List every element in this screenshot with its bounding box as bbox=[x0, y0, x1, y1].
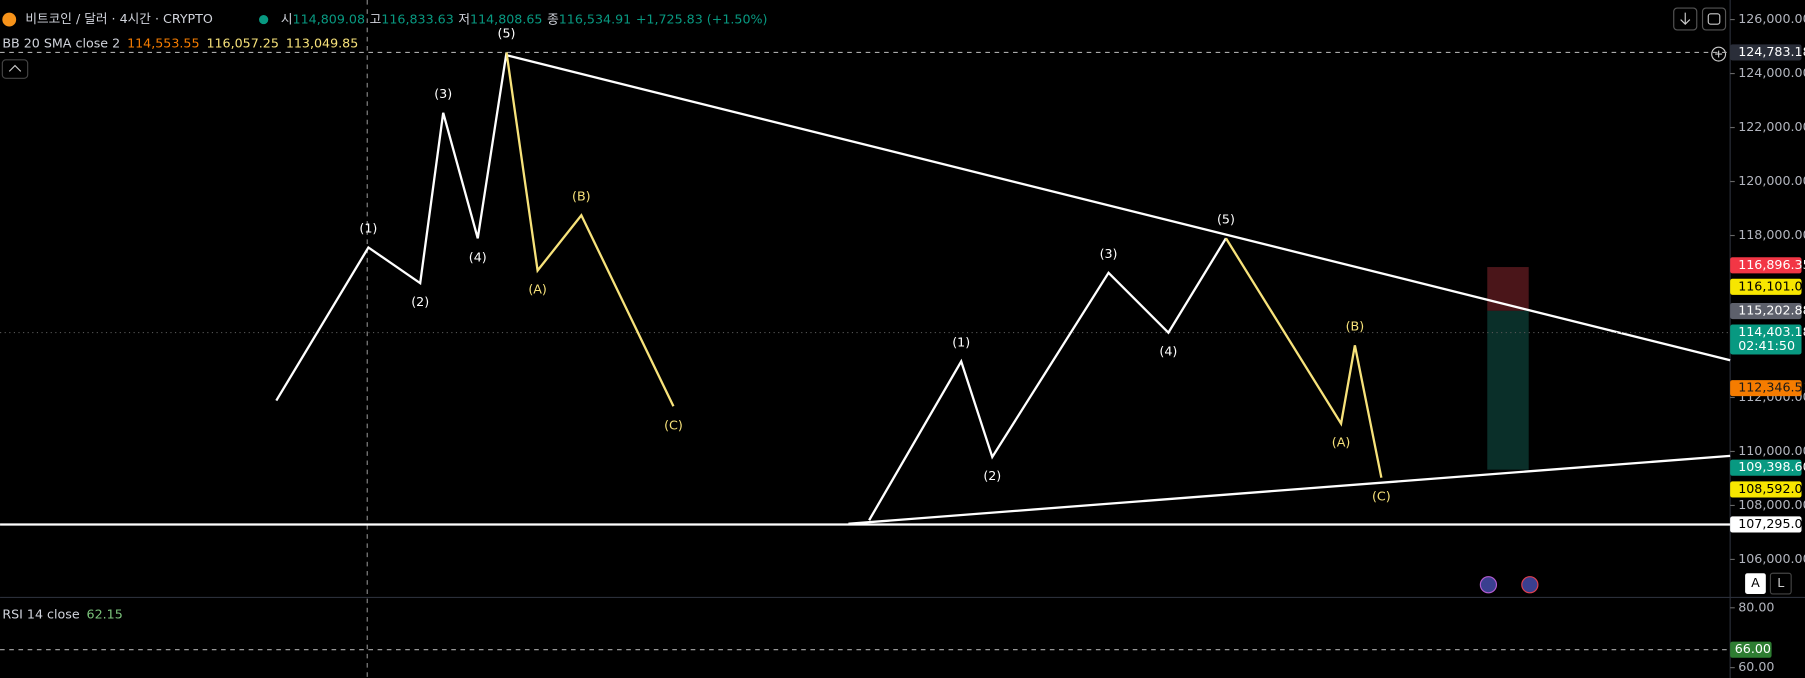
price-label: 108,592.00 bbox=[1738, 481, 1805, 496]
bb-name: BB 20 SMA close 2 bbox=[2, 35, 120, 50]
wave-label: (1) bbox=[952, 334, 970, 349]
price-label-bg bbox=[1730, 459, 1802, 476]
wave-label: (A) bbox=[1332, 435, 1351, 450]
rsi-value: 62.15 bbox=[87, 606, 123, 621]
wave-label: (3) bbox=[434, 86, 452, 101]
wave-line bbox=[505, 52, 675, 407]
rsi-legend: RSI 14 close 62.15 bbox=[2, 606, 122, 621]
price-label-bg bbox=[1730, 302, 1802, 320]
price-label-bg bbox=[1730, 44, 1802, 61]
rsi-level-label: 66.00 bbox=[1735, 641, 1771, 656]
wave-label: (2) bbox=[983, 468, 1001, 483]
target-zone bbox=[1487, 310, 1529, 470]
wave-label: (B) bbox=[1346, 318, 1365, 333]
wave-label: (A) bbox=[528, 282, 547, 297]
price-label-bg bbox=[1730, 380, 1802, 397]
auto-button[interactable] bbox=[1745, 573, 1766, 594]
wave-label: (C) bbox=[1372, 489, 1391, 504]
price-label: 109,398.60 bbox=[1738, 459, 1805, 474]
bb-lower: 113,049.85 bbox=[286, 35, 358, 50]
price-label-bg bbox=[1730, 278, 1802, 295]
upper-trendline bbox=[506, 54, 1731, 362]
price-label: 116,101.07 bbox=[1738, 278, 1805, 293]
log-label: L bbox=[1777, 575, 1784, 590]
price-label-bg bbox=[1730, 257, 1802, 274]
symbol: 비트코인 / 달러 · 4시간 · CRYPTO bbox=[25, 11, 213, 26]
wave-label: (C) bbox=[664, 417, 683, 432]
wave-label: (B) bbox=[572, 188, 591, 203]
ohlc: 시114,809.08 고116,833.63 저114,808.65 종116,53… bbox=[281, 11, 768, 26]
price-label-bg bbox=[1730, 481, 1802, 498]
fullscreen-icon bbox=[1707, 13, 1721, 25]
status-dot bbox=[259, 14, 269, 25]
wave-label: (5) bbox=[1217, 211, 1235, 226]
bb-legend: BB 20 SMA close 2 114,553.55 116,057.25 113… bbox=[2, 35, 358, 50]
event-icon[interactable] bbox=[1479, 576, 1498, 594]
price-label: 124,783.18 bbox=[1738, 44, 1805, 59]
price-tick-label: 106,000.00 bbox=[1738, 551, 1805, 566]
rsi-name: RSI 14 close bbox=[2, 606, 80, 621]
bb-upper: 116,057.25 bbox=[206, 35, 278, 50]
countdown: 02:41:50 bbox=[1738, 338, 1795, 353]
wave-label: (4) bbox=[469, 249, 487, 264]
price-label-bg bbox=[1730, 516, 1802, 533]
bb-basis: 114,553.55 bbox=[127, 35, 199, 50]
h-label: 고 bbox=[370, 11, 382, 26]
add-button[interactable] bbox=[1711, 46, 1727, 62]
auto-label: A bbox=[1751, 575, 1760, 590]
wave-label: (4) bbox=[1159, 344, 1177, 359]
price-label: 107,295.08 bbox=[1738, 516, 1805, 531]
rsi-tick-label: 60.00 bbox=[1738, 659, 1774, 674]
price-tick-label: 124,000.00 bbox=[1738, 65, 1805, 80]
wave-line bbox=[1224, 237, 1383, 478]
wave-line bbox=[868, 237, 1227, 521]
wave-label: (5) bbox=[498, 26, 516, 41]
change: +1,725.83 (+1.50%) bbox=[636, 11, 768, 26]
price-label: 116,896.35 bbox=[1738, 257, 1805, 272]
price-label: 114,403.18 bbox=[1738, 324, 1805, 339]
wave-label: (1) bbox=[359, 221, 377, 236]
stop-zone bbox=[1487, 267, 1529, 311]
o-value: 114,809.08 bbox=[293, 11, 365, 26]
c-value: 116,534.91 bbox=[559, 11, 631, 26]
c-label: 종 bbox=[547, 11, 559, 26]
wave-label: (2) bbox=[411, 294, 429, 309]
price-tick-label: 118,000.00 bbox=[1738, 227, 1805, 242]
btc-icon bbox=[2, 12, 17, 27]
o-label: 시 bbox=[281, 11, 293, 26]
lower-trendline bbox=[848, 454, 1731, 525]
l-value: 114,808.65 bbox=[470, 11, 542, 26]
price-label: 112,346.53 bbox=[1738, 380, 1805, 395]
price-tick-label: 122,000.00 bbox=[1738, 119, 1805, 134]
price-label-bg bbox=[1730, 324, 1802, 355]
l-label: 저 bbox=[458, 11, 470, 26]
event-icon[interactable] bbox=[1521, 576, 1539, 594]
price-tick-label: 126,000.00 bbox=[1738, 11, 1805, 26]
fullscreen-button[interactable] bbox=[1701, 7, 1727, 31]
rsi-tick-label: 80.00 bbox=[1738, 599, 1774, 614]
wave-label: (3) bbox=[1100, 246, 1118, 261]
h-value: 116,833.63 bbox=[381, 11, 453, 26]
price-tick-label: 110,000.00 bbox=[1738, 443, 1805, 458]
price-tick-label: 108,000.00 bbox=[1738, 497, 1805, 512]
log-button[interactable] bbox=[1769, 572, 1792, 595]
price-label: 115,202.88 bbox=[1738, 303, 1805, 318]
add-icon bbox=[1715, 50, 1723, 58]
wave-line bbox=[275, 52, 508, 402]
collapse-icon bbox=[8, 64, 22, 72]
download-icon bbox=[1680, 12, 1691, 25]
price-tick-label: 120,000.00 bbox=[1738, 173, 1805, 188]
collapse-button[interactable] bbox=[1, 59, 29, 79]
rsi-level-bg bbox=[1730, 641, 1772, 658]
